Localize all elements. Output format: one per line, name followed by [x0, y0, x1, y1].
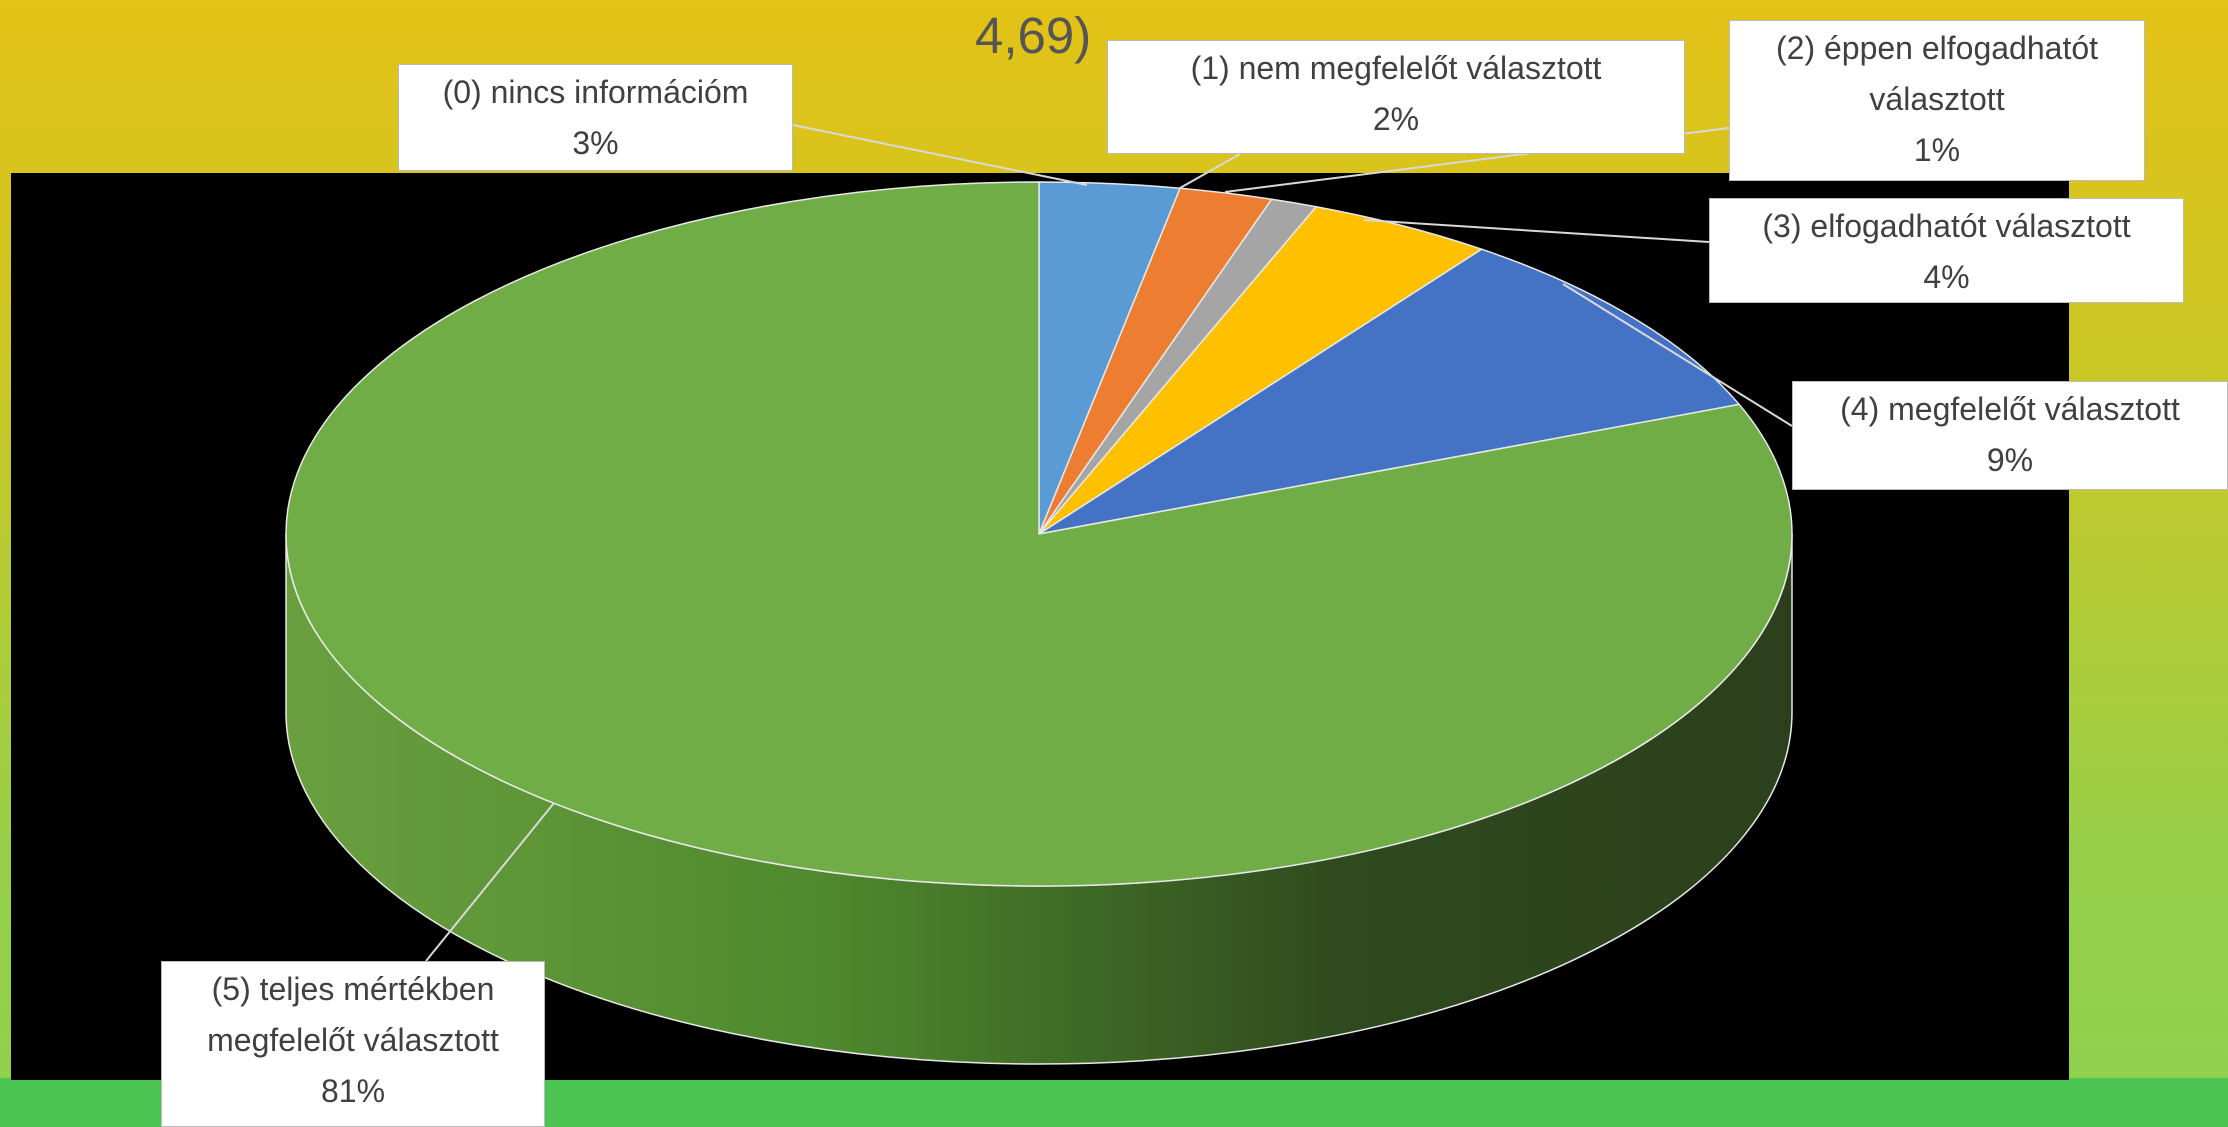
pie-slice	[285, 181, 1793, 887]
data-label: (3) elfogadhatót választott 4%	[1709, 198, 2184, 303]
data-label: (0) nincs információm 3%	[398, 64, 793, 171]
leader-line	[1179, 153, 1241, 189]
data-label: (4) megfelelőt választott 9%	[1792, 381, 2228, 490]
leader-line	[792, 124, 1088, 186]
leader-line	[1562, 283, 1793, 427]
leader-line	[425, 802, 555, 962]
pie	[285, 181, 1793, 1065]
chart-title: 4,69)	[975, 7, 1092, 64]
pie-slice	[1038, 205, 1484, 535]
data-label: (2) éppen elfogadhatót választott 1%	[1729, 20, 2145, 181]
data-label: (1) nem megfelelőt választott 2%	[1107, 40, 1685, 154]
pie-slice	[1038, 248, 1741, 535]
leader-line	[1363, 219, 1710, 243]
data-label: (5) teljes mértékben megfelelőt választo…	[161, 961, 545, 1127]
